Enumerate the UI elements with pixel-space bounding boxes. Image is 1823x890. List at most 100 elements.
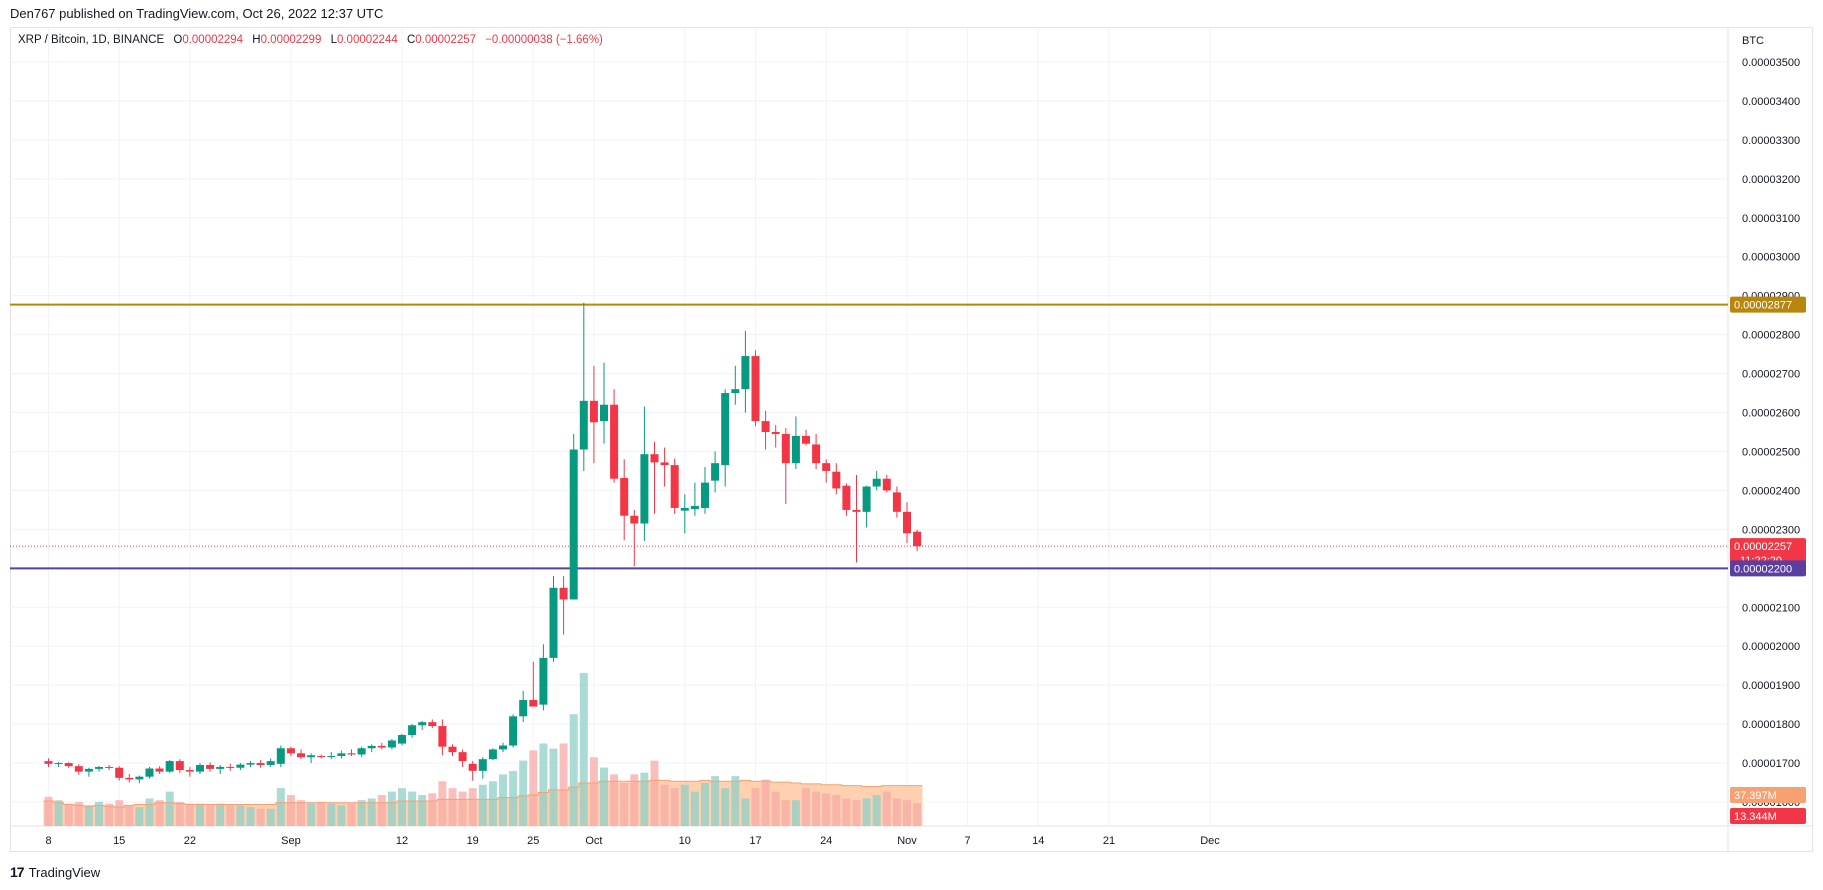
candle-body[interactable]	[165, 761, 174, 772]
candle-body[interactable]	[761, 421, 770, 432]
volume-bar	[84, 805, 93, 826]
candle-body[interactable]	[569, 449, 578, 600]
candle-body[interactable]	[327, 756, 336, 758]
candle-body[interactable]	[670, 465, 679, 508]
candle-body[interactable]	[458, 752, 467, 762]
candle-body[interactable]	[791, 435, 800, 464]
candle-body[interactable]	[539, 657, 548, 705]
candle-body[interactable]	[751, 356, 760, 422]
y-tick-label: 0.00003200	[1742, 174, 1800, 186]
candle-body[interactable]	[913, 531, 922, 547]
candle-body[interactable]	[610, 404, 619, 479]
candle-body[interactable]	[357, 748, 366, 755]
y-tick-label: 0.00001700	[1742, 758, 1800, 770]
candle-body[interactable]	[377, 745, 386, 748]
candle-body[interactable]	[347, 753, 356, 755]
candle-body[interactable]	[812, 444, 821, 464]
candle-body[interactable]	[266, 761, 275, 765]
candle-body[interactable]	[731, 389, 740, 394]
candle-body[interactable]	[387, 740, 396, 748]
candle-body[interactable]	[620, 477, 629, 516]
candle-body[interactable]	[832, 471, 841, 489]
candle-body[interactable]	[418, 722, 427, 726]
candle-body[interactable]	[559, 587, 568, 600]
candle-body[interactable]	[468, 763, 477, 771]
candle-body[interactable]	[175, 761, 184, 771]
candle-body[interactable]	[822, 463, 831, 471]
candle-body[interactable]	[892, 492, 901, 512]
candle-body[interactable]	[135, 776, 144, 780]
candle-body[interactable]	[216, 766, 225, 769]
candle-body[interactable]	[589, 400, 598, 423]
candle-body[interactable]	[721, 393, 730, 466]
candle-body[interactable]	[701, 482, 709, 508]
candle-body[interactable]	[64, 763, 73, 767]
candle-body[interactable]	[256, 763, 265, 765]
candle-body[interactable]	[448, 746, 457, 753]
candle-body[interactable]	[115, 767, 124, 778]
volume-bar	[206, 805, 215, 826]
candle-body[interactable]	[297, 753, 305, 758]
candle-body[interactable]	[105, 766, 114, 768]
low-label: L	[330, 34, 337, 46]
candle-body[interactable]	[95, 766, 103, 769]
candle-body[interactable]	[317, 756, 326, 758]
candle-body[interactable]	[74, 766, 83, 772]
candle-body[interactable]	[852, 509, 861, 512]
candle-body[interactable]	[499, 745, 507, 750]
volume-bar	[852, 800, 861, 826]
candle-body[interactable]	[155, 768, 164, 772]
candle-body[interactable]	[44, 761, 53, 764]
candle-body[interactable]	[488, 749, 497, 760]
candle-body[interactable]	[519, 699, 528, 717]
candle-body[interactable]	[307, 755, 316, 758]
candle-body[interactable]	[185, 770, 194, 772]
candle-body[interactable]	[125, 777, 134, 780]
candle-body[interactable]	[690, 506, 699, 510]
candle-body[interactable]	[781, 433, 790, 464]
candle-body[interactable]	[398, 735, 406, 744]
candle-body[interactable]	[579, 400, 588, 450]
candle-body[interactable]	[862, 486, 871, 512]
candle-body[interactable]	[549, 587, 558, 658]
candle-body[interactable]	[741, 356, 750, 390]
x-tick-label: 8	[45, 835, 51, 847]
candle-body[interactable]	[196, 765, 204, 772]
candle-body[interactable]	[206, 765, 215, 769]
candle-body[interactable]	[236, 764, 245, 768]
candle-body[interactable]	[802, 435, 810, 444]
candle-body[interactable]	[226, 766, 235, 768]
candle-body[interactable]	[478, 759, 487, 771]
x-tick-label: 19	[467, 835, 479, 847]
candle-body[interactable]	[84, 768, 93, 772]
candle-body[interactable]	[711, 463, 720, 481]
candle-body[interactable]	[660, 462, 669, 466]
candle-body[interactable]	[771, 432, 780, 434]
candle-body[interactable]	[640, 454, 649, 524]
volume-bar	[155, 800, 164, 826]
candle-body[interactable]	[600, 404, 608, 422]
candle-body[interactable]	[882, 478, 891, 491]
candle-body[interactable]	[54, 763, 63, 765]
candle-body[interactable]	[286, 748, 295, 754]
candle-body[interactable]	[367, 745, 376, 749]
candle-body[interactable]	[680, 507, 689, 511]
symbol-title[interactable]: XRP / Bitcoin, 1D, BINANCE	[18, 34, 165, 46]
candle-body[interactable]	[872, 478, 881, 487]
candle-body[interactable]	[903, 511, 911, 534]
candle-body[interactable]	[145, 768, 154, 777]
candle-body[interactable]	[408, 725, 417, 736]
candle-body[interactable]	[509, 716, 518, 746]
candle-body[interactable]	[842, 485, 851, 510]
candle-body[interactable]	[529, 699, 538, 707]
candle-body[interactable]	[630, 515, 639, 524]
candle-body[interactable]	[276, 748, 285, 764]
candle-body[interactable]	[438, 726, 447, 747]
candle-body[interactable]	[650, 454, 659, 463]
tradingview-brand-text[interactable]: TradingView	[28, 864, 101, 880]
candle-body[interactable]	[246, 763, 255, 765]
tradingview-logo-icon[interactable]: 17	[10, 864, 25, 880]
candle-body[interactable]	[337, 753, 346, 757]
candle-body[interactable]	[428, 722, 437, 727]
